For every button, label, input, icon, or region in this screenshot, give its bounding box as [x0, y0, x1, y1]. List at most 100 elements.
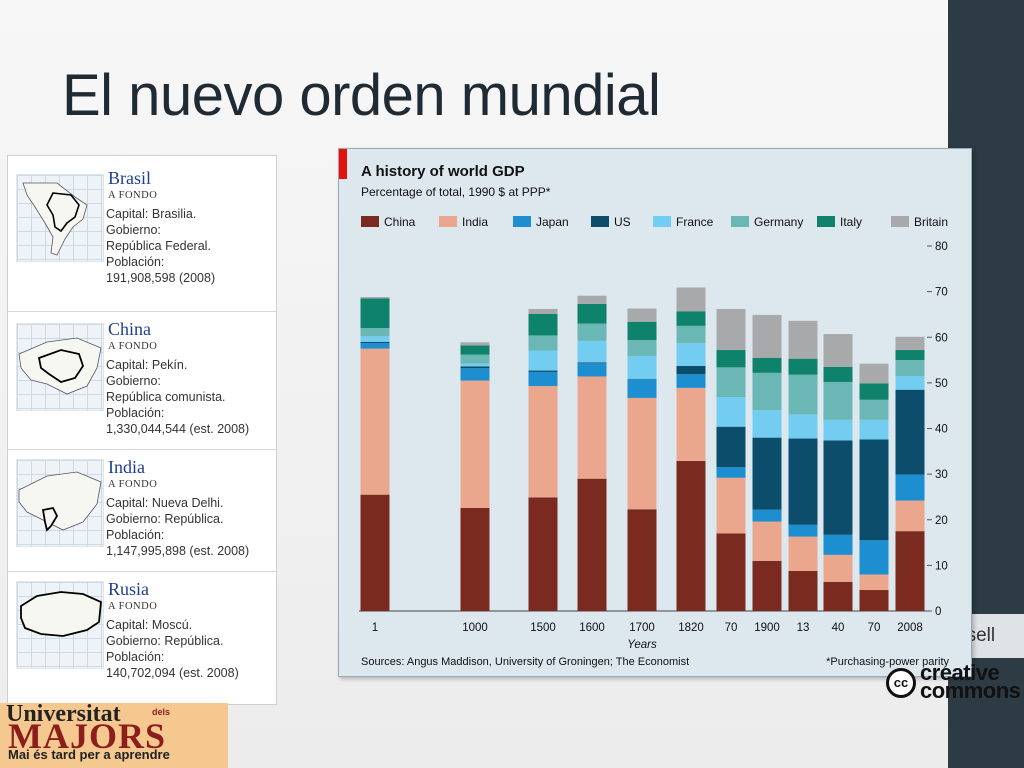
- x-tick-label: 1000: [462, 622, 488, 634]
- bar-segment-china: [460, 507, 490, 611]
- bar-segment-italy: [627, 321, 657, 340]
- bar-segment-britain: [528, 308, 558, 314]
- x-tick-label: 2008: [897, 622, 923, 634]
- country-info-line: Capital: Nueva Delhi.: [106, 496, 224, 510]
- cc-icon: cc: [886, 668, 916, 698]
- legend-swatch: [817, 216, 835, 227]
- bar-segment-france: [460, 363, 490, 367]
- bar-segment-italy: [528, 313, 558, 336]
- country-name[interactable]: India: [108, 457, 145, 477]
- bar-segment-italy: [859, 383, 889, 400]
- legend-swatch: [653, 216, 671, 227]
- creative-commons-logo: cc creative commons: [886, 660, 1024, 706]
- country-info-line: Población:: [106, 255, 165, 269]
- country-name[interactable]: Rusia: [108, 579, 150, 599]
- bar-segment-japan: [752, 509, 782, 522]
- cc-text-commons: commons: [920, 678, 1021, 703]
- country-info: Capital: Moscú. Gobierno: República. Pob…: [106, 617, 239, 681]
- slide-title: El nuevo orden mundial: [62, 63, 661, 128]
- bar-segment-italy: [460, 345, 490, 355]
- bar-segment-india: [460, 380, 490, 508]
- legend-item-japan: Japan: [513, 215, 569, 229]
- country-info: Capital: Brasilia. Gobierno: República F…: [106, 206, 215, 286]
- country-card-india: India A FONDO Capital: Nueva Delhi. Gobi…: [8, 449, 276, 572]
- bar-segment-france: [627, 355, 657, 379]
- bar-segment-japan: [577, 363, 607, 377]
- bar-segment-france: [859, 419, 889, 440]
- country-subtitle[interactable]: A FONDO: [108, 190, 158, 201]
- bar-segment-germany: [716, 367, 746, 398]
- china-map-icon: [16, 323, 104, 411]
- bar-segment-india: [823, 554, 853, 582]
- bar-segment-france: [716, 397, 746, 427]
- bar-segment-germany: [676, 325, 706, 344]
- x-tick-label: 40: [832, 622, 845, 634]
- bar-segment-japan: [859, 540, 889, 575]
- bar-segment-italy: [895, 350, 925, 361]
- bar-segment-britain: [460, 342, 490, 346]
- bar-segment-china: [823, 581, 853, 611]
- bar-segment-france: [360, 336, 390, 342]
- country-card-china: China A FONDO Capital: Pekín. Gobierno: …: [8, 311, 276, 450]
- bar-segment-italy: [676, 311, 706, 326]
- logo-dels: dels: [152, 707, 171, 717]
- bar-segment-britain: [823, 334, 853, 367]
- logo-line1: Universitat: [6, 701, 121, 727]
- x-tick-label: 1600: [579, 622, 605, 634]
- bar-segment-germany: [577, 323, 607, 341]
- bar-segment-japan: [627, 379, 657, 398]
- bar-segment-china: [895, 531, 925, 611]
- bar-segment-britain: [752, 314, 782, 358]
- bar-segment-germany: [528, 335, 558, 351]
- bar-segment-india: [360, 348, 390, 495]
- bar-segment-india: [676, 387, 706, 461]
- bar-segment-japan: [528, 371, 558, 387]
- bar-segment-britain: [577, 295, 607, 304]
- logo-line3: Mai és tard per a aprendre: [8, 747, 170, 762]
- country-info-line: República Federal.: [106, 239, 211, 253]
- bar-segment-us: [460, 366, 490, 369]
- chart-note: *Purchasing-power parity: [826, 656, 949, 668]
- bar-segment-us: [895, 389, 925, 475]
- country-info-line: Capital: Moscú.: [106, 618, 193, 632]
- x-tick-label: 1900: [754, 622, 780, 634]
- country-name[interactable]: China: [108, 319, 151, 339]
- y-tick-label: 10: [935, 560, 948, 572]
- legend-swatch: [591, 216, 609, 227]
- legend-swatch: [361, 216, 379, 227]
- country-info-line: República comunista.: [106, 390, 226, 404]
- bar-segment-us: [716, 426, 746, 468]
- gdp-chart: A history of world GDP Percentage of tot…: [338, 148, 972, 677]
- country-subtitle[interactable]: A FONDO: [108, 341, 158, 352]
- country-name[interactable]: Brasil: [108, 168, 151, 188]
- bar-segment-britain: [895, 336, 925, 351]
- bar-segment-china: [528, 497, 558, 611]
- legend-item-china: China: [361, 215, 415, 229]
- country-subtitle[interactable]: A FONDO: [108, 479, 158, 490]
- country-info-line: Capital: Pekín.: [106, 358, 188, 372]
- legend-label: India: [462, 215, 489, 229]
- bar-segment-japan: [823, 534, 853, 555]
- bar-segment-us: [360, 341, 390, 344]
- legend-swatch: [891, 216, 909, 227]
- country-info-line: 191,908,598 (2008): [106, 271, 216, 285]
- country-info-line: Capital: Brasilia.: [106, 207, 197, 221]
- legend-item-us: US: [591, 215, 631, 229]
- chart-subtitle: Percentage of total, 1990 $ at PPP*: [361, 185, 551, 199]
- bar-segment-germany: [823, 381, 853, 420]
- bar-segment-britain: [859, 363, 889, 384]
- x-tick-label: 1500: [530, 622, 556, 634]
- country-info: Capital: Nueva Delhi. Gobierno: Repúblic…: [106, 495, 249, 559]
- bar-segment-japan: [788, 524, 818, 537]
- y-tick-label: 20: [935, 515, 948, 527]
- bar-segment-us: [528, 370, 558, 372]
- country-info-line: 1,147,995,898 (est. 2008): [106, 544, 250, 558]
- country-subtitle[interactable]: A FONDO: [108, 601, 158, 612]
- bar-segment-germany: [859, 399, 889, 420]
- bar-segment-germany: [360, 328, 390, 337]
- country-card-rusia: Rusia A FONDO Capital: Moscú. Gobierno: …: [8, 571, 276, 704]
- bar-segment-japan: [716, 467, 746, 478]
- bar-segment-china: [752, 560, 782, 611]
- bar-segment-india: [859, 574, 889, 591]
- legend-label: France: [676, 215, 714, 229]
